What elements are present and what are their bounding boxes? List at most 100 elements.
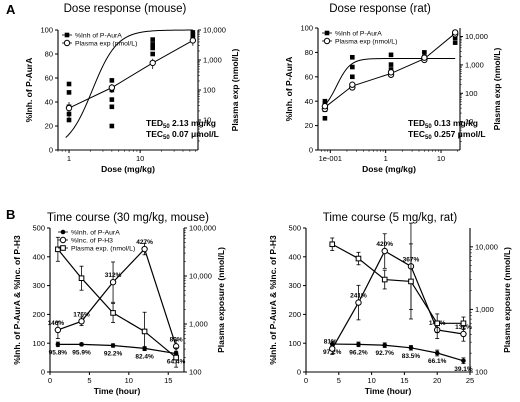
x-tick-label: 10: [125, 376, 133, 385]
inhibition-point: [109, 123, 115, 129]
data-point: [408, 345, 414, 351]
chart-panel-3: 0 5 10 15 0 100 200 300 400 500 100 1,000 10,000 100,…: [12, 212, 226, 396]
y-tick-label: 80: [305, 48, 313, 57]
y-tick-label: 400: [32, 252, 45, 261]
potency-note: TEC50 0.257 μmol/L: [408, 129, 486, 141]
inhibition-point: [452, 35, 458, 41]
series-line: [57, 247, 177, 347]
potency-note: TED50 0.13 mg/kg: [408, 118, 478, 130]
y-tick-label: 60: [305, 72, 313, 81]
y-tick-label: 0: [49, 146, 53, 155]
y-tick-label: 200: [32, 310, 45, 319]
legend-marker: [323, 37, 331, 45]
data-point: [109, 278, 117, 286]
x-axis-label: Dose (mg/kg): [362, 164, 416, 174]
series-line: [57, 248, 177, 359]
inhibition-point: [150, 42, 155, 47]
data-label: 89%: [170, 336, 183, 343]
legend-marker: [63, 39, 71, 47]
data-label: 95.8%: [49, 349, 68, 356]
inhibition-point: [150, 37, 155, 42]
x-tick-label: 5: [337, 376, 341, 385]
legend-marker: [59, 236, 67, 244]
y-tick-label: 100: [288, 339, 301, 348]
y2-axis-label: Plasma exp (nmol/L): [230, 49, 240, 132]
y2-axis-label: Plasma exposure (nmol/L): [216, 247, 226, 353]
inhibition-point: [388, 62, 394, 67]
chart-title: Time course (30 mg/kg, mouse): [47, 212, 209, 224]
inhibition-point: [109, 97, 115, 102]
inhibition-point: [66, 81, 72, 87]
x-tick-label: 25: [466, 376, 474, 385]
data-point: [408, 278, 414, 285]
data-point: [329, 241, 336, 248]
legend-entry: %Inc. of P-H3: [71, 237, 113, 244]
exposure-line: [68, 39, 194, 109]
series-line: [331, 243, 464, 324]
plasma-point: [349, 81, 356, 88]
data-label: 81%: [324, 339, 337, 346]
data-label: 92.7%: [376, 350, 395, 357]
y-tick-label: 500: [32, 224, 45, 233]
x-axis-label: Time (hour): [94, 386, 141, 396]
inhibition-point: [66, 90, 72, 95]
y2-axis-label: Plasma exposure (nmol/L): [502, 247, 512, 353]
data-label: 95.9%: [72, 349, 91, 356]
series-line: [331, 250, 464, 349]
data-point: [141, 245, 148, 253]
legend-marker: [60, 245, 66, 251]
data-point: [356, 342, 361, 347]
legend-entry: Plasma exp (nmol/L): [335, 38, 397, 45]
y2-tick-label: 10,000: [189, 272, 212, 281]
data-point: [381, 276, 388, 283]
plasma-point: [387, 69, 395, 76]
chart-panel-2: 1e-001 1 10020406080100101001,00010,000Dos…: [284, 3, 502, 174]
data-point: [55, 246, 61, 253]
inhibition-point: [190, 30, 196, 35]
inhibition-point: [190, 32, 196, 38]
y2-tick-label: 1,000: [465, 61, 484, 70]
y-axis-label: %Inh. of P-AurA: [24, 58, 34, 123]
plasma-point: [108, 84, 116, 91]
data-label: 66.1%: [428, 358, 447, 365]
x-tick-label: 1: [67, 154, 71, 163]
x-axis-label: Time (hour): [365, 386, 412, 396]
chart-panel-4: 0 5 10 15 20 25 0 100 200 300 400 500 100 1,000 10,000…: [268, 212, 512, 396]
data-label: 241%: [350, 293, 367, 300]
chart-panels: 1 100 20 40 60 80 100 10 100 1,000 10,000 Dose (mg/…: [12, 3, 512, 396]
y-tick-label: 60: [45, 74, 53, 83]
data-point: [460, 320, 467, 327]
legend-marker: [60, 229, 66, 235]
y-tick-label: 400: [288, 252, 301, 261]
data-point: [79, 342, 84, 347]
data-label: 146%: [48, 320, 65, 327]
legend-entry: Plasma exp (nmol/L): [75, 40, 137, 47]
sigmoid-fit-line: [324, 58, 456, 106]
y-tick-label: 500: [288, 224, 301, 233]
inhibition-point: [350, 74, 355, 80]
y2-tick-label: 1,000: [203, 56, 222, 65]
y-tick-label: 80: [45, 50, 53, 59]
data-label: 83.5%: [402, 353, 421, 360]
inhibition-point: [350, 54, 355, 60]
legend-entry: Plasma exp. (nmol/L): [71, 245, 135, 252]
y-tick-label: 300: [32, 281, 45, 290]
x-tick-label: 0: [48, 376, 52, 385]
y2-tick-label: 100: [475, 368, 488, 377]
data-point: [78, 275, 85, 281]
data-point: [329, 345, 336, 352]
y-tick-label: 40: [305, 97, 313, 106]
legend-entry: %Inh of P-AurA: [335, 30, 382, 37]
y-tick-label: 0: [297, 368, 301, 377]
x-tick-label: 15: [164, 376, 172, 385]
data-point: [434, 350, 440, 356]
y-tick-label: 20: [305, 121, 313, 130]
chart-title: Time course (5 mg/kg, rat): [323, 212, 458, 224]
y2-tick-label: 1,000: [189, 320, 208, 329]
y2-tick-label: 100: [203, 86, 216, 95]
x-tick-label: 15: [400, 376, 408, 385]
inhibition-point: [150, 51, 155, 57]
data-label: 420%: [376, 241, 393, 248]
series-line: [332, 343, 464, 362]
y2-tick-label: 100: [189, 368, 202, 377]
